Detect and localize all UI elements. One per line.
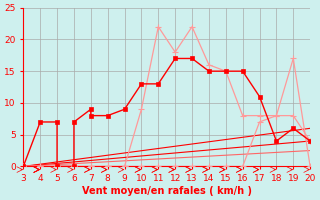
X-axis label: Vent moyen/en rafales ( km/h ): Vent moyen/en rafales ( km/h ) <box>82 186 252 196</box>
